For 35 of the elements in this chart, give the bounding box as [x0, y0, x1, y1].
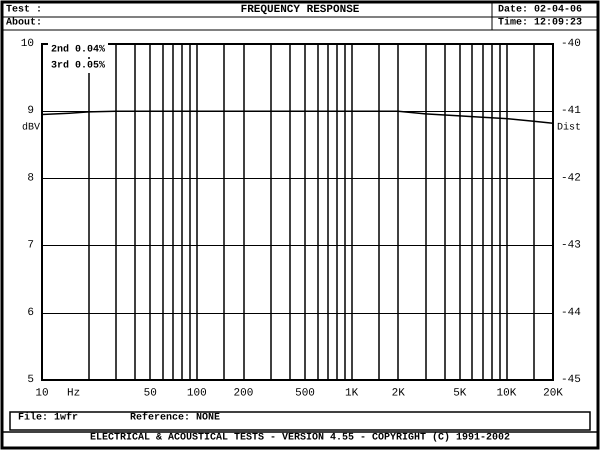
- y-tick-label: 10: [20, 38, 34, 50]
- y-axis-title: dBV: [22, 122, 40, 134]
- x-tick-label: 10K: [496, 388, 517, 400]
- y-tick-label: 9: [27, 105, 34, 118]
- y2-tick-label: -41: [561, 105, 582, 118]
- text: Time: 12:09:23: [498, 16, 582, 28]
- text: About:: [6, 16, 42, 28]
- x-tick-label: 20K: [543, 388, 564, 400]
- y-tick-label: 5: [27, 374, 34, 386]
- x-tick-label: 10: [35, 388, 49, 400]
- text: Reference: NONE: [130, 412, 220, 424]
- y-tick-label: 8: [27, 172, 34, 184]
- annotation: 3rd 0.05%: [51, 60, 106, 72]
- text: File: 1wfr: [18, 412, 78, 424]
- x-axis-title: Hz: [66, 388, 80, 400]
- y-tick-label: 7: [27, 240, 34, 252]
- x-tick-label: 200: [233, 388, 254, 400]
- y2-axis-title: Dist: [557, 122, 582, 134]
- x-tick-label: 2K: [392, 388, 406, 400]
- x-tick-label: 500: [295, 388, 315, 400]
- x-tick-label: 5K: [453, 388, 467, 400]
- x-tick-label: 1K: [345, 388, 359, 400]
- y2-tick-label: -45: [561, 374, 581, 386]
- text: Date: 02-04-06: [498, 4, 582, 16]
- chart-title: FREQUENCY RESPONSE: [240, 4, 360, 16]
- y-tick-label: 6: [27, 306, 34, 319]
- annotation: 2nd 0.04%: [51, 44, 106, 56]
- text: ELECTRICAL & ACOUSTICAL TESTS - VERSION 4.55 - COPYRIGHT (C) 1991-2002: [90, 432, 510, 444]
- y2-tick-label: -43: [561, 240, 581, 252]
- x-tick-label: 50: [144, 388, 157, 400]
- x-tick-label: 100: [186, 388, 207, 400]
- y2-tick-label: -44: [561, 306, 582, 319]
- text: Test :: [6, 4, 42, 16]
- y2-tick-label: -42: [561, 172, 581, 184]
- y2-tick-label: -40: [561, 38, 581, 50]
